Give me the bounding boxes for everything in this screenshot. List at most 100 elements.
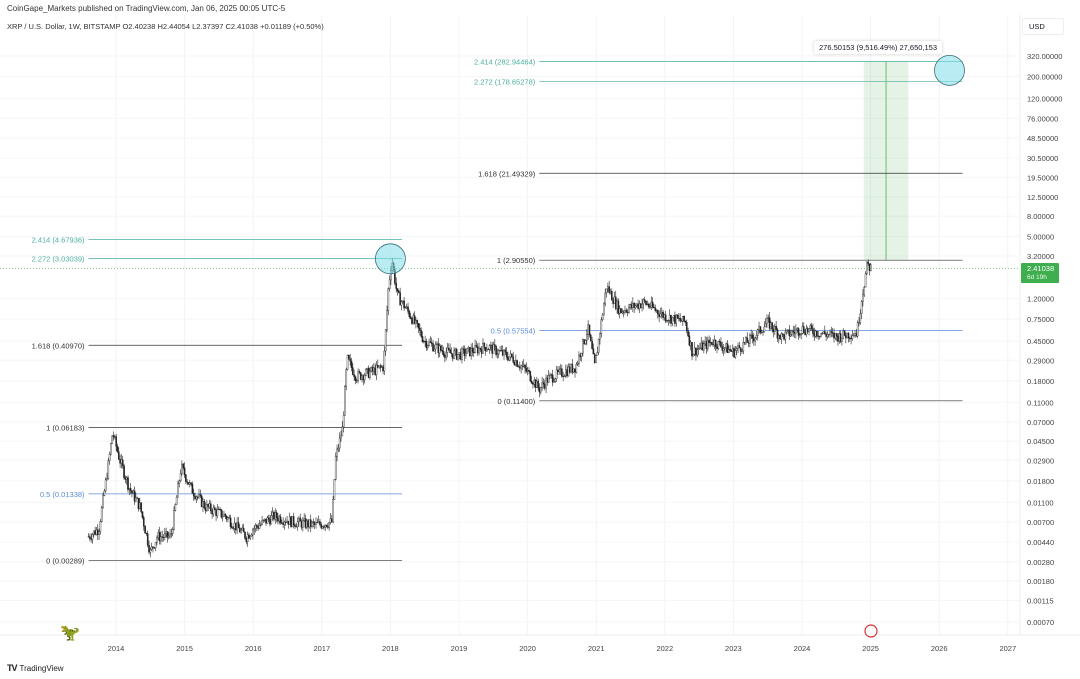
candle xyxy=(833,332,835,339)
candle xyxy=(94,530,96,535)
candle xyxy=(580,352,583,358)
candle xyxy=(703,343,705,351)
candle xyxy=(358,371,361,373)
candle xyxy=(110,443,112,455)
candle xyxy=(245,537,248,542)
candle xyxy=(141,511,144,518)
candle xyxy=(450,352,453,354)
candle xyxy=(207,504,209,508)
candle xyxy=(206,504,208,511)
candle xyxy=(421,336,424,342)
candle xyxy=(505,351,508,358)
candle xyxy=(171,529,174,534)
candle xyxy=(282,522,284,525)
candle xyxy=(862,294,864,302)
candle xyxy=(150,546,153,550)
candle xyxy=(312,521,315,524)
price-label: 0.18000 xyxy=(1027,377,1054,386)
price-label: 1.20000 xyxy=(1027,295,1054,304)
candle xyxy=(275,512,278,519)
candle xyxy=(303,518,305,521)
candle xyxy=(179,473,182,482)
measure-label: 276.50153 (9,516.49%) 27,650,153 xyxy=(814,41,943,54)
candle xyxy=(139,502,141,509)
candle xyxy=(309,519,312,527)
candle xyxy=(710,341,713,345)
price-label: 0.01800 xyxy=(1027,477,1054,486)
fib-level-label: 2.414 (282.94464) xyxy=(474,57,536,66)
publisher-line: CoinGape_Markets published on TradingVie… xyxy=(7,4,286,13)
candle xyxy=(816,330,818,337)
candle xyxy=(166,531,169,538)
candle xyxy=(795,329,797,334)
candle xyxy=(95,529,98,535)
candle xyxy=(565,369,567,377)
candle xyxy=(133,490,136,502)
fib-level-label: 2.272 (3.03039) xyxy=(32,254,85,263)
candle xyxy=(672,315,675,318)
price-label: 30.50000 xyxy=(1027,154,1058,163)
candle xyxy=(841,337,843,342)
candle xyxy=(223,513,225,517)
candle xyxy=(472,352,475,354)
candle xyxy=(496,353,499,355)
candle xyxy=(415,320,417,324)
candle xyxy=(256,525,258,528)
candle xyxy=(779,334,781,340)
candle xyxy=(742,342,745,352)
candle xyxy=(483,342,486,348)
candle xyxy=(346,355,349,370)
candle xyxy=(509,353,512,358)
candle xyxy=(529,371,532,382)
candle xyxy=(609,291,612,293)
candle xyxy=(680,320,683,322)
candle xyxy=(762,331,764,333)
candle xyxy=(639,303,642,308)
candle xyxy=(321,526,324,529)
candle xyxy=(522,364,525,367)
candle xyxy=(102,495,104,508)
price-label: 0.00115 xyxy=(1027,596,1054,605)
candle xyxy=(265,518,267,524)
candle xyxy=(542,382,545,385)
candle xyxy=(366,367,369,370)
candle xyxy=(705,341,708,350)
price-label: 120.00000 xyxy=(1027,95,1062,104)
candle xyxy=(821,333,823,335)
candle xyxy=(471,347,474,353)
candle xyxy=(630,304,633,308)
candle xyxy=(156,537,158,543)
candle xyxy=(424,341,426,343)
candle xyxy=(196,496,199,498)
candle xyxy=(834,333,837,339)
candle xyxy=(228,517,231,519)
candle xyxy=(776,329,779,339)
candle xyxy=(532,382,534,385)
candle xyxy=(557,369,559,372)
candle xyxy=(446,347,449,353)
candle xyxy=(411,318,413,324)
candle xyxy=(157,532,160,539)
candle xyxy=(288,516,291,525)
candle xyxy=(316,522,319,524)
fib-level-label: 0 (0.00289) xyxy=(46,556,85,565)
candle xyxy=(203,501,206,509)
candle xyxy=(242,527,245,533)
candle xyxy=(123,465,125,479)
candle xyxy=(516,360,518,367)
candle xyxy=(294,524,296,527)
candle xyxy=(561,368,563,377)
candle xyxy=(359,372,362,380)
currency-button[interactable]: USD xyxy=(1022,18,1064,35)
candle xyxy=(162,536,165,538)
candle xyxy=(202,501,204,507)
candle xyxy=(751,334,754,339)
candle xyxy=(642,299,645,305)
candle xyxy=(796,328,798,331)
time-label: 2019 xyxy=(451,644,468,653)
candle xyxy=(313,522,316,525)
fib-level-label: 1.618 (21.49329) xyxy=(478,169,536,178)
candle xyxy=(603,303,605,316)
